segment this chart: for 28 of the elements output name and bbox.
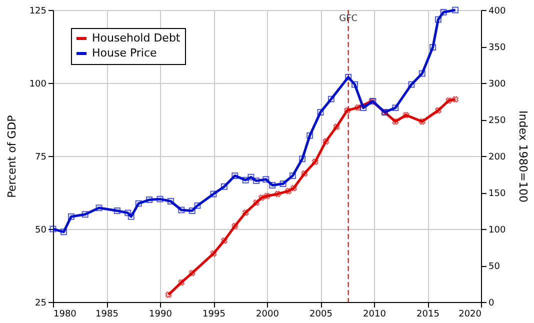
y2-tick-label: 100 [488,226,506,236]
x-tick-label: 2020 [458,310,482,320]
y-tick-label: 25 [35,298,46,308]
x-tick-label: 1995 [202,310,226,320]
y2-tick-label: 300 [488,80,506,90]
x-tick-label: 1990 [149,310,172,320]
y-tick-label: 125 [29,6,46,16]
x-tick-label: 2005 [310,310,332,320]
x-tick-label: 2010 [363,310,386,320]
y2-tick-label: 250 [488,116,506,126]
y2-tick-label: 200 [488,152,506,162]
y2-tick-label: 400 [488,6,506,16]
y2-tick-label: 50 [488,262,500,272]
x-tick-label: 1985 [96,310,118,320]
y2-tick-label: 150 [488,189,506,199]
y-axis-title: Percent of GDP [5,114,18,198]
y-tick-label: 75 [35,152,46,162]
y2-tick-label: 0 [488,298,494,308]
y2-tick-label: 350 [488,43,506,53]
y-tick-label: 100 [29,80,47,90]
legend-label: House Price [92,46,158,60]
x-tick-label: 2000 [256,310,280,320]
legend-label: Household Debt [92,32,181,44]
x-tick-label: 2015 [416,310,440,320]
ref-line-label: GFC [339,14,358,24]
y2-axis-title: Index 1980=100 [516,110,530,202]
y-tick-label: 50 [35,226,47,236]
x-tick-label: 1980 [54,310,77,320]
